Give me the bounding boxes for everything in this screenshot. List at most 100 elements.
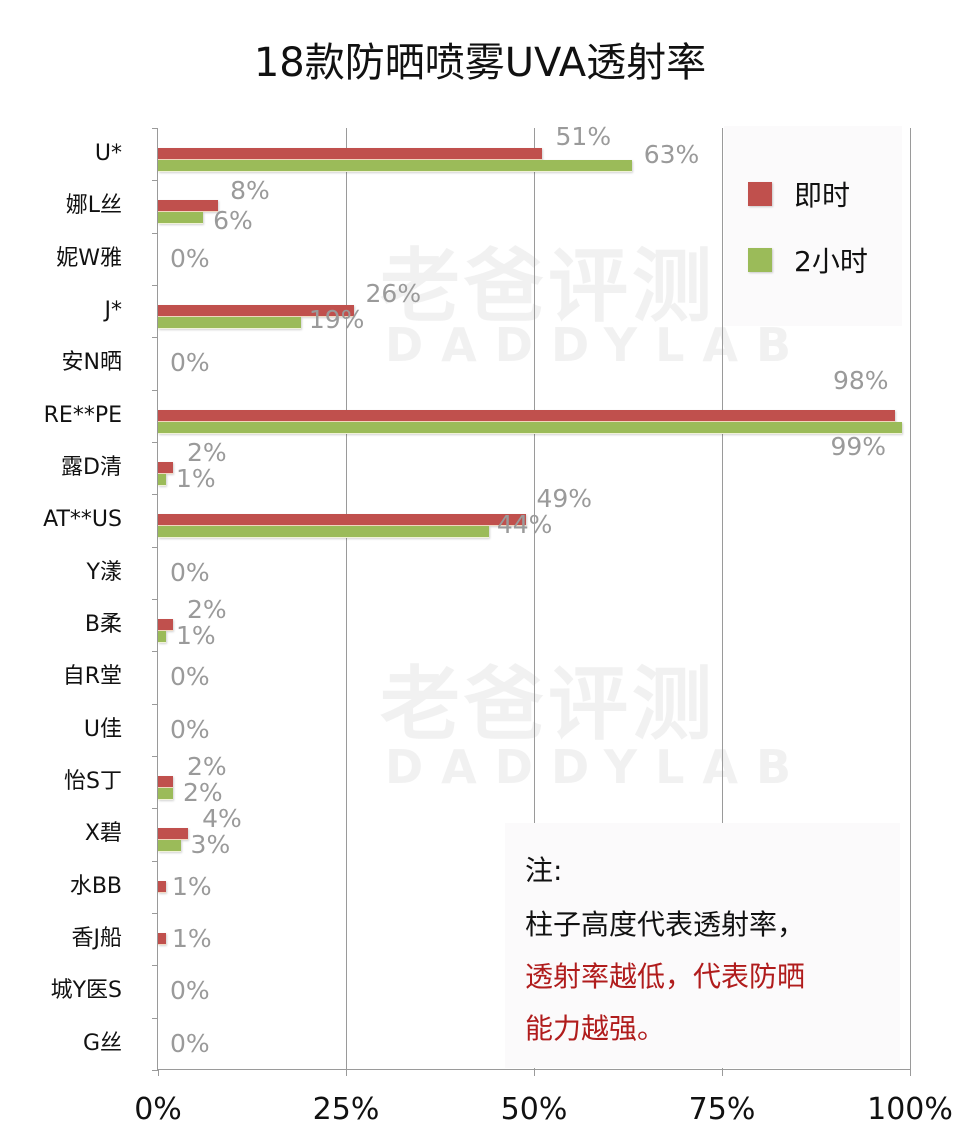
bar-2h — [158, 840, 181, 853]
value-label: 0% — [170, 976, 210, 1006]
category-label: 露D清 — [61, 455, 122, 480]
value-label: 0% — [170, 714, 210, 744]
x-tick — [534, 1070, 535, 1076]
value-label-2h: 6% — [213, 206, 253, 236]
note-line-3: 能力越强。 — [525, 1012, 666, 1045]
legend-label: 即时 — [794, 179, 851, 212]
gridline — [910, 128, 911, 1070]
category-label: 怡S丁 — [64, 769, 122, 794]
legend-swatch-red — [748, 182, 772, 206]
y-tick — [152, 965, 158, 967]
plot-area: 51% 63% 8% 6% 0% 26% 19% 0% 98% 99% 2% 1% 49% 44% 0% 2%… — [152, 124, 911, 1076]
chart-title: 18款防晒喷雾UVA透射率 — [253, 40, 707, 86]
bar-2h — [158, 317, 301, 329]
x-tick — [722, 1070, 723, 1076]
value-label: 1% — [172, 871, 212, 901]
y-tick — [152, 860, 158, 862]
value-label-2h: 1% — [176, 464, 216, 493]
bar-instant — [158, 514, 527, 527]
y-tick — [152, 285, 158, 286]
y-tick — [152, 180, 158, 182]
category-label: 安N晒 — [61, 350, 122, 376]
bar-2h — [158, 212, 204, 225]
category-label: Y漾 — [86, 559, 122, 585]
bar-instant — [158, 880, 166, 893]
x-tick — [346, 1070, 347, 1076]
bar-2h — [158, 631, 166, 643]
note-heading: 注: — [525, 854, 563, 887]
y-tick — [152, 546, 158, 548]
legend-swatch-green — [748, 248, 772, 272]
y-tick — [152, 808, 158, 810]
value-label-instant: 2% — [187, 438, 227, 467]
bar-instant — [158, 462, 174, 474]
value-label-instant: 51% — [555, 122, 612, 151]
y-tick — [152, 389, 158, 391]
bar-instant — [158, 148, 542, 160]
x-tick-label: 75% — [688, 1092, 756, 1127]
category-label: B柔 — [84, 612, 122, 637]
y-tick — [152, 651, 158, 653]
bar-2h — [158, 421, 903, 434]
value-label: 0% — [170, 243, 210, 273]
category-label: X碧 — [84, 821, 122, 847]
gridline — [722, 128, 723, 1070]
x-tick-label: 100% — [867, 1092, 953, 1127]
bar-2h — [158, 526, 489, 539]
gridline — [346, 128, 347, 1070]
bar-instant — [158, 933, 166, 945]
note-box: 注: 柱子高度代表透射率， 透射率越低，代表防晒 能力越强。 — [505, 823, 900, 1068]
legend-item-instant: 即时 — [748, 174, 850, 214]
x-tick — [158, 1070, 159, 1076]
value-label: 0% — [170, 662, 210, 692]
y-tick — [152, 442, 158, 443]
x-tick-label: 50% — [500, 1092, 568, 1127]
legend-item-2h: 2小时 — [748, 240, 868, 280]
y-tick — [152, 232, 158, 234]
category-label: AT**US — [43, 507, 122, 533]
y-tick — [152, 599, 158, 600]
gridline — [534, 128, 535, 1070]
bar-instant — [158, 305, 354, 317]
category-label: 自R堂 — [62, 664, 122, 690]
y-tick — [152, 337, 158, 339]
value-label-instant: 2% — [187, 752, 227, 781]
value-label-2h: 63% — [643, 140, 700, 169]
value-label: 0% — [170, 557, 210, 587]
value-label: 0% — [170, 348, 210, 378]
note-line-1: 柱子高度代表透射率， — [525, 908, 806, 941]
value-label-instant: 49% — [536, 484, 593, 514]
value-label: 1% — [172, 924, 212, 953]
value-label-2h: 44% — [496, 510, 553, 540]
value-label-instant: 8% — [230, 176, 270, 206]
bar-instant — [158, 828, 189, 841]
note-line-2: 透射率越低，代表防晒 — [525, 960, 806, 993]
category-label: U* — [94, 141, 122, 166]
category-label: 妮W雅 — [56, 245, 122, 271]
value-label-2h: 99% — [830, 431, 887, 461]
x-tick-label: 0% — [134, 1092, 182, 1127]
bar-instant — [158, 776, 174, 788]
bar-instant — [158, 619, 174, 631]
bar-2h — [158, 160, 632, 172]
bar-2h — [158, 788, 174, 800]
value-label-2h: 3% — [190, 830, 231, 860]
y-tick — [152, 128, 158, 129]
value-label-2h: 19% — [308, 305, 365, 334]
value-label-2h: 1% — [176, 621, 216, 650]
category-label: G丝 — [82, 1030, 122, 1056]
y-tick — [152, 494, 158, 496]
value-label-instant: 2% — [187, 595, 227, 624]
category-label: 香J船 — [71, 926, 123, 951]
category-label: 水BB — [69, 873, 122, 899]
category-label: 城Y医S — [50, 978, 122, 1004]
bar-instant — [158, 200, 219, 213]
value-label: 0% — [170, 1028, 210, 1058]
y-tick — [152, 913, 158, 914]
y-tick — [152, 1017, 158, 1019]
legend: 即时 2小时 — [724, 126, 902, 326]
bar-instant — [158, 409, 895, 422]
value-label-instant: 4% — [202, 804, 242, 834]
value-label-instant: 26% — [365, 279, 422, 308]
x-tick-label: 25% — [312, 1092, 380, 1127]
